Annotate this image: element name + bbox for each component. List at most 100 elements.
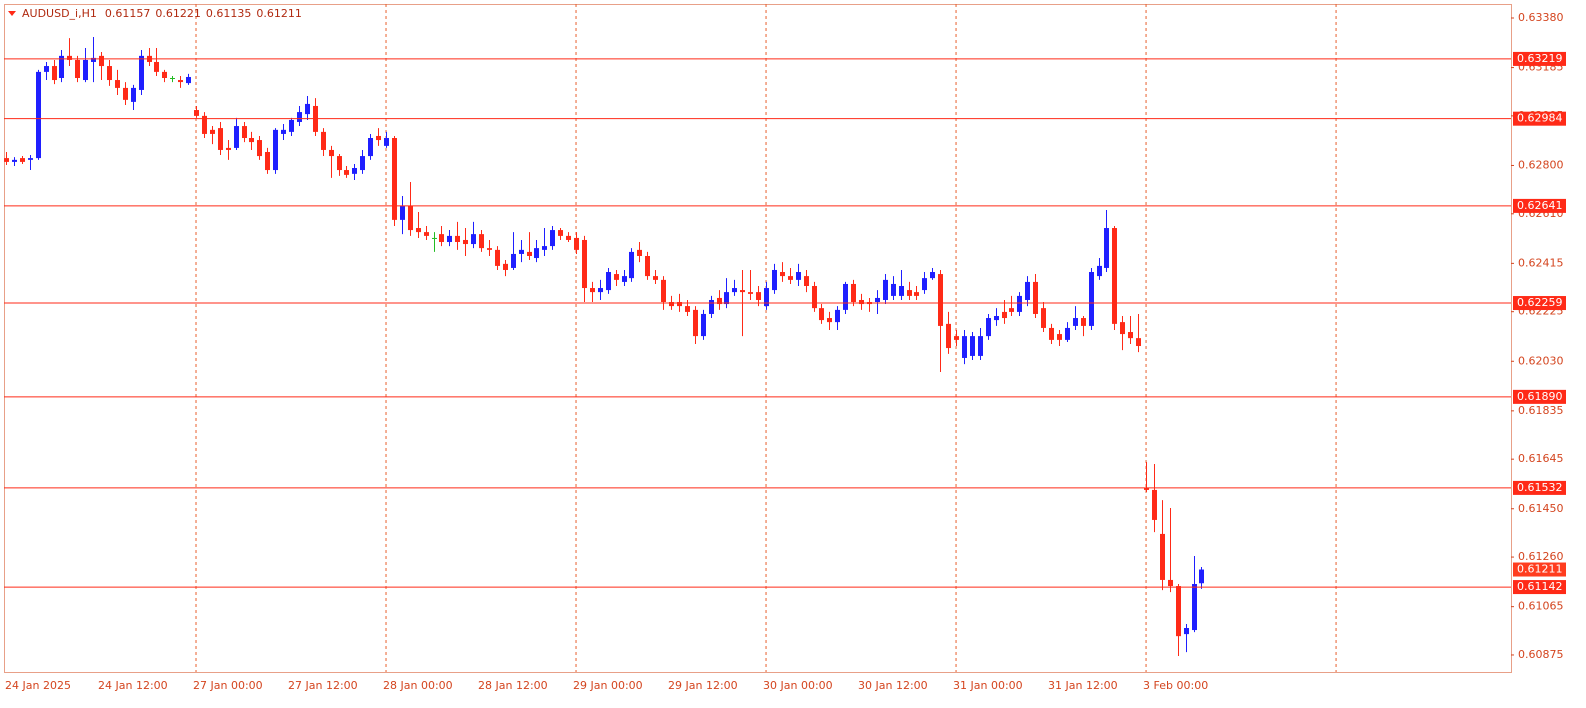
x-tick-label: 29 Jan 12:00 (668, 679, 738, 692)
candle-body (1017, 295, 1022, 312)
candle-body (1112, 228, 1117, 324)
candle-body (4, 158, 9, 162)
candle-body (598, 288, 603, 293)
candle-body (914, 292, 919, 296)
candle-body (669, 302, 674, 307)
x-tick-label: 31 Jan 00:00 (953, 679, 1023, 692)
candle-body (36, 71, 41, 159)
candle-body (249, 138, 254, 143)
candle-body (1192, 584, 1197, 631)
candle-body (20, 158, 25, 162)
candle-body (1152, 489, 1157, 520)
y-tick-label: 0.62800 (1518, 158, 1564, 171)
candle-body (709, 299, 714, 314)
candle-body (107, 66, 112, 81)
candle-body (12, 159, 17, 162)
candle-body (614, 274, 619, 280)
candle-body (907, 290, 912, 296)
price-label: 0.61211 (1517, 563, 1563, 576)
candle-body (1168, 579, 1173, 587)
candle-body (123, 87, 128, 100)
candle-body (305, 103, 310, 115)
x-tick-label: 28 Jan 00:00 (383, 679, 453, 692)
candle-body (439, 234, 444, 243)
level-box (1513, 198, 1566, 213)
candle-body (455, 235, 460, 243)
x-tick-label: 31 Jan 12:00 (1048, 679, 1118, 692)
candle-body (899, 285, 904, 296)
candle-body (954, 336, 959, 340)
candle-body (780, 272, 785, 277)
candle-body (772, 269, 777, 291)
candle-body (756, 292, 761, 300)
candle-body (368, 138, 373, 157)
candle-body (994, 316, 999, 321)
candle-body (550, 230, 555, 247)
x-tick-label: 27 Jan 12:00 (288, 679, 358, 692)
candle-body (558, 230, 563, 236)
candle-body (352, 168, 357, 174)
candle-body (463, 239, 468, 245)
y-tick-label: 0.61450 (1518, 502, 1564, 515)
candle-body (1120, 322, 1125, 335)
x-tick-label: 30 Jan 12:00 (858, 679, 928, 692)
candle-body (891, 283, 896, 296)
candle-body (938, 274, 943, 326)
candle-body (447, 235, 452, 243)
candle-body (242, 126, 247, 139)
y-tick-label: 0.62030 (1518, 354, 1564, 367)
candle-body (210, 129, 215, 134)
candle-body (186, 76, 191, 84)
candle-body (194, 110, 199, 116)
candle-body (416, 228, 421, 233)
candle-body (922, 278, 927, 291)
candle-body (622, 276, 627, 282)
level-box (1513, 480, 1566, 495)
level-label: 0.62984 (1517, 112, 1563, 125)
symbol: AUDUSD_i,H1 (22, 7, 97, 20)
candle-body (1033, 281, 1038, 314)
candle-body (812, 285, 817, 309)
candle-body (1057, 334, 1062, 340)
title-high: 0.61221 (155, 7, 201, 20)
candle-body (344, 170, 349, 175)
candle-body (59, 55, 64, 78)
candle-body (178, 80, 183, 83)
candle-body (289, 119, 294, 132)
x-tick-label: 30 Jan 00:00 (763, 679, 833, 692)
candle-body (637, 249, 642, 256)
candle-body (1104, 228, 1109, 268)
candle-body (75, 59, 80, 78)
candle-body (534, 248, 539, 259)
title-low: 0.61135 (206, 7, 252, 20)
candle-body (265, 151, 270, 171)
candle-body (281, 129, 286, 134)
candle-body (1025, 281, 1030, 300)
x-tick-label: 28 Jan 12:00 (478, 679, 548, 692)
candle-body (408, 205, 413, 231)
x-tick-label: 3 Feb 00:00 (1143, 679, 1208, 692)
candle-body (566, 235, 571, 240)
plot: 0.633800.631850.629950.628000.626100.624… (4, 4, 1566, 692)
candle-body (661, 279, 666, 303)
menu-triangle[interactable] (8, 11, 16, 16)
candle-body (202, 115, 207, 134)
candle-body (337, 156, 342, 171)
level-box (1513, 580, 1566, 595)
candle-body (717, 297, 722, 305)
candle-body (732, 288, 737, 293)
y-tick-label: 0.61260 (1518, 550, 1564, 563)
candle-body (1176, 586, 1181, 637)
candle-body (162, 71, 167, 78)
candle-body (52, 66, 57, 81)
candle-body (764, 288, 769, 307)
level-box (1513, 296, 1566, 311)
candle-body (1160, 533, 1165, 580)
candle-body (1136, 338, 1141, 347)
y-tick-label: 0.61835 (1518, 404, 1564, 417)
candle-body (748, 292, 753, 294)
level-label: 0.61532 (1517, 481, 1563, 494)
candle-body (827, 318, 832, 323)
candle-body (257, 140, 262, 157)
level-label: 0.61142 (1517, 580, 1563, 593)
